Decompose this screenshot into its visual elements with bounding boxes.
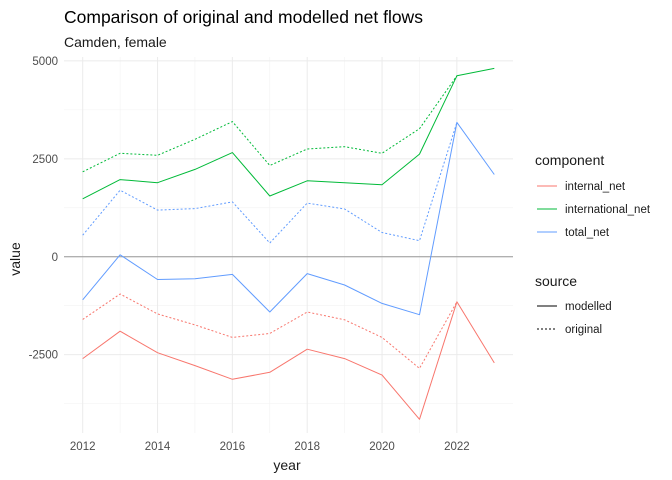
series-line-total-net-modelled	[82, 121, 495, 316]
y-axis-title: value	[7, 242, 23, 276]
x-axis-ticks: 2012 2014 2016 2018 2020 2022	[70, 441, 470, 453]
y-axis-ticks: 5000 2500 0 -2500	[29, 56, 58, 362]
legend-source: source modelled original	[535, 273, 612, 336]
legend-label-internal-net: internal_net	[565, 181, 626, 193]
x-tick-label: 2012	[70, 441, 96, 453]
legend-label-total-net: total_net	[565, 227, 610, 239]
series-line-total-net-original	[82, 122, 458, 244]
plot-panel	[64, 57, 513, 433]
y-tick-label: 2500	[32, 154, 58, 166]
series-line-internal-net-modelled	[82, 301, 495, 420]
legend-label-international-net: international_net	[565, 204, 651, 216]
y-tick-label: 0	[52, 252, 58, 264]
series-line-internal-net-original	[82, 293, 458, 369]
series-line-international-net-modelled	[82, 67, 495, 200]
x-axis-title: year	[273, 457, 301, 473]
y-tick-label: 5000	[32, 56, 58, 68]
x-tick-label: 2018	[294, 441, 320, 453]
y-tick-label: -2500	[29, 350, 58, 362]
x-tick-label: 2022	[444, 441, 470, 453]
x-tick-label: 2016	[220, 441, 246, 453]
grid-minor	[64, 57, 513, 433]
chart-subtitle: Camden, female	[64, 34, 167, 50]
series-layer	[82, 67, 495, 420]
chart-title: Comparison of original and modelled net …	[64, 7, 423, 27]
legend-title-source: source	[535, 273, 577, 289]
x-tick-label: 2020	[369, 441, 395, 453]
legend-component: component internal_net international_net…	[535, 152, 651, 239]
grid-major	[64, 57, 513, 433]
legend-title-component: component	[535, 152, 604, 168]
legend-label-modelled: modelled	[565, 301, 612, 313]
x-tick-label: 2014	[145, 441, 171, 453]
legend-label-original: original	[565, 324, 602, 336]
